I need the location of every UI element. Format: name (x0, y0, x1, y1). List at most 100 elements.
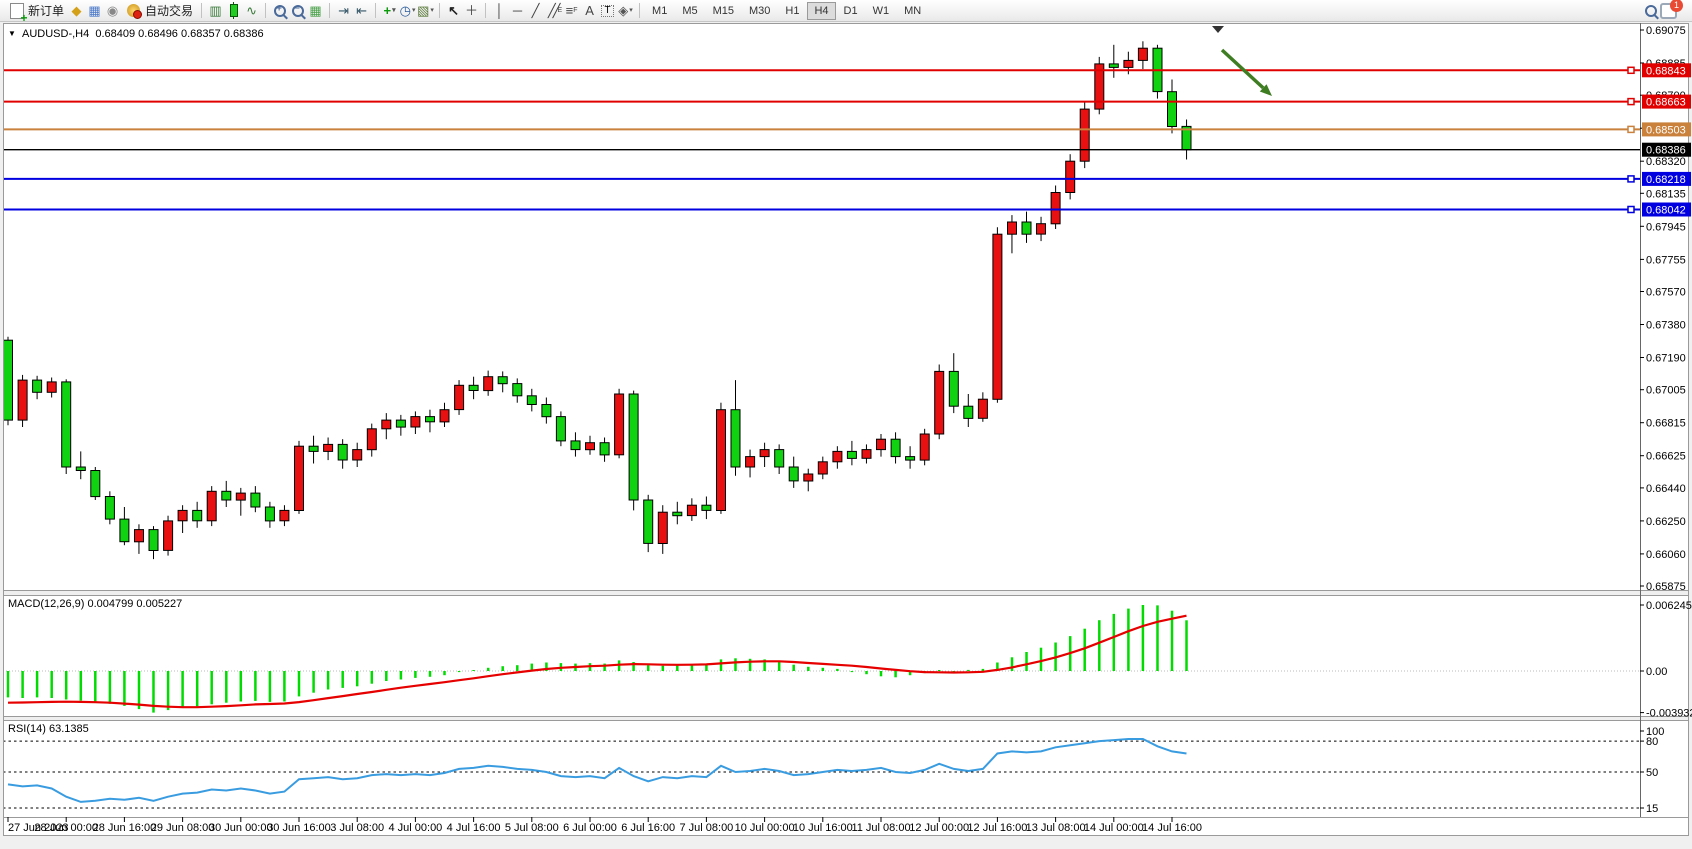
svg-text:5 Jul 08:00: 5 Jul 08:00 (505, 822, 559, 834)
svg-text:0.006245: 0.006245 (1646, 600, 1692, 612)
price-chart: 0.690750.688850.687000.685100.683200.681… (3, 23, 1692, 836)
svg-text:0.66625: 0.66625 (1646, 451, 1686, 463)
fibonacci-icon[interactable]: ≡ F (565, 3, 578, 18)
notifications-icon[interactable]: 1 (1660, 0, 1683, 19)
timeframe-d1-button[interactable]: D1 (837, 2, 865, 20)
rsi-panel (3, 738, 1640, 809)
notification-badge: 1 (1670, 0, 1683, 12)
svg-text:3 Jul 08:00: 3 Jul 08:00 (330, 822, 384, 834)
svg-text:0.67755: 0.67755 (1646, 254, 1686, 266)
svg-text:0.66060: 0.66060 (1646, 549, 1686, 561)
svg-text:0.69075: 0.69075 (1646, 25, 1686, 37)
search-icon[interactable] (1642, 2, 1659, 19)
chart-window[interactable]: 0.690750.688850.687000.685100.683200.681… (0, 22, 1692, 849)
vertical-line-icon[interactable]: │ (495, 3, 504, 18)
svg-text:28 Jun 00:00: 28 Jun 00:00 (34, 822, 98, 834)
auto-trading-icon (125, 2, 143, 19)
svg-text:28 Jun 16:00: 28 Jun 16:00 (93, 822, 157, 834)
zoom-out-icon[interactable]: − (289, 2, 306, 19)
svg-text:0.67005: 0.67005 (1646, 385, 1686, 397)
svg-text:0.00: 0.00 (1646, 666, 1667, 678)
toolbar-separator (485, 3, 487, 18)
horizontal-line-object[interactable] (3, 66, 1640, 75)
svg-text:6 Jul 16:00: 6 Jul 16:00 (621, 822, 675, 834)
svg-text:10 Jul 16:00: 10 Jul 16:00 (793, 822, 853, 834)
svg-text:0.66440: 0.66440 (1646, 483, 1686, 495)
svg-text:0.67190: 0.67190 (1646, 353, 1686, 365)
arrows-tool-icon[interactable]: ◈ ▾ (618, 3, 633, 18)
svg-text:14 Jul 16:00: 14 Jul 16:00 (1142, 822, 1202, 834)
zoom-in-icon[interactable]: + (271, 2, 288, 19)
new-order-icon (8, 2, 28, 24)
data-window-icon[interactable]: ▦ (88, 3, 101, 18)
bar-chart-icon[interactable]: ▥ (209, 3, 222, 18)
timeframe-m30-button[interactable]: M30 (742, 2, 777, 20)
toolbar: 新订单 ◆ ▦ ◉ 自动交易 ▥ ∿ + − ▦ ⇥ ⇤ +▾ ◷▾ ▧▾ ↖ … (0, 0, 1692, 24)
auto-trading-label: 自动交易 (145, 4, 194, 18)
collapse-triangle-icon: ▼ (8, 29, 16, 38)
market-watch-icon[interactable]: ◆ (71, 3, 82, 18)
periods-icon[interactable]: ◷ ▾ (399, 3, 416, 18)
price-axis[interactable]: 0.690750.688850.687000.685100.683200.681… (1640, 25, 1686, 593)
svg-text:11 Jul 08:00: 11 Jul 08:00 (851, 822, 910, 834)
timeframe-m15-button[interactable]: M15 (706, 2, 741, 20)
timeframe-mn-button[interactable]: MN (897, 2, 928, 20)
auto-scroll-icon[interactable]: ⇥ (338, 3, 349, 18)
timeframe-w1-button[interactable]: W1 (866, 2, 897, 20)
timeframe-m1-button[interactable]: M1 (645, 2, 674, 20)
horizontal-line-object[interactable] (3, 175, 1640, 183)
hline-price-label: 0.68042 (1642, 202, 1691, 217)
new-order-button[interactable]: 新订单 (5, 1, 67, 24)
trendline-icon[interactable]: ╱ (531, 3, 540, 18)
auto-trading-button[interactable]: 自动交易 (122, 1, 196, 21)
label-tool-icon[interactable]: T (599, 2, 616, 19)
candles-layer (3, 41, 1192, 560)
equidistant-channel-icon[interactable]: ╱╱ E (547, 3, 562, 18)
chart-shift-icon[interactable]: ⇤ (356, 3, 367, 18)
hline-price-label: 0.68843 (1642, 63, 1691, 78)
symbol-period-label: AUDUSD-,H4 0.68409 0.68496 0.68357 0.683… (22, 28, 264, 40)
cursor-icon[interactable]: ↖ (448, 3, 459, 18)
horizontal-line-object[interactable] (3, 97, 1640, 106)
macd-title: MACD(12,26,9) 0.004799 0.005227 (8, 598, 182, 610)
crosshair-icon[interactable]: ＋ (465, 3, 479, 18)
svg-text:30 Jun 00:00: 30 Jun 00:00 (209, 822, 273, 834)
toolbar-separator (639, 3, 641, 18)
timeframe-h1-button[interactable]: H1 (778, 2, 806, 20)
text-tool-icon[interactable]: A (585, 3, 594, 18)
indicators-icon[interactable]: + ▾ (383, 3, 396, 18)
horizontal-line-icon[interactable]: ─ (512, 3, 523, 18)
toolbar-separator (375, 3, 377, 18)
svg-text:10 Jul 00:00: 10 Jul 00:00 (735, 822, 795, 834)
hline-price-label: 0.68218 (1642, 171, 1691, 186)
svg-text:14 Jul 00:00: 14 Jul 00:00 (1084, 822, 1144, 834)
svg-text:100: 100 (1646, 726, 1664, 738)
svg-text:50: 50 (1646, 767, 1658, 779)
tile-windows-icon[interactable]: ▦ (309, 3, 322, 18)
svg-text:0.68135: 0.68135 (1646, 188, 1686, 200)
horizontal-line-object[interactable] (3, 125, 1640, 134)
timeframe-m5-button[interactable]: M5 (675, 2, 704, 20)
svg-text:0.65875: 0.65875 (1646, 581, 1686, 593)
alerts-icon[interactable]: ◉ (106, 3, 119, 18)
svg-text:0.67570: 0.67570 (1646, 287, 1686, 299)
timeframe-h4-button[interactable]: H4 (807, 1, 836, 20)
svg-text:7 Jul 08:00: 7 Jul 08:00 (679, 822, 733, 834)
svg-text:0.68218: 0.68218 (1646, 174, 1686, 186)
chart-shift-marker[interactable] (1212, 26, 1224, 33)
horizontal-line-object[interactable] (3, 205, 1640, 214)
svg-text:30 Jun 16:00: 30 Jun 16:00 (267, 822, 331, 834)
arrow-annotation[interactable] (1220, 48, 1272, 96)
templates-icon[interactable]: ▧ ▾ (417, 3, 434, 18)
line-chart-icon[interactable]: ∿ (246, 3, 257, 18)
svg-text:0.68320: 0.68320 (1646, 156, 1686, 168)
candlestick-chart-icon[interactable] (225, 2, 242, 19)
toolbar-separator (329, 3, 331, 18)
svg-text:4 Jul 16:00: 4 Jul 16:00 (447, 822, 501, 834)
svg-text:0.66815: 0.66815 (1646, 418, 1686, 430)
toolbar-separator (265, 3, 267, 18)
hline-price-label: 0.68503 (1642, 122, 1691, 137)
